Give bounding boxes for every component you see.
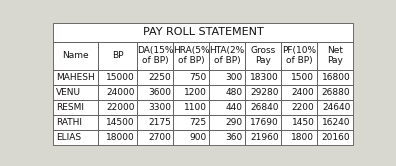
Text: 290: 290 <box>225 118 243 127</box>
Text: Gross
Pay: Gross Pay <box>250 46 276 65</box>
Bar <box>317 42 353 70</box>
Bar <box>99 70 137 85</box>
Text: 21960: 21960 <box>250 133 278 142</box>
Text: 24640: 24640 <box>322 103 350 112</box>
Bar <box>53 100 99 115</box>
Bar <box>281 70 317 85</box>
Bar <box>53 70 99 85</box>
Text: RESMI: RESMI <box>56 103 84 112</box>
Text: MAHESH: MAHESH <box>56 73 95 82</box>
Text: 440: 440 <box>226 103 243 112</box>
Bar <box>317 115 353 130</box>
Bar <box>209 70 245 85</box>
Text: 18300: 18300 <box>250 73 278 82</box>
Bar <box>99 100 137 115</box>
Text: 15000: 15000 <box>106 73 135 82</box>
Bar <box>317 85 353 100</box>
Bar <box>173 42 209 70</box>
Text: 480: 480 <box>225 88 243 97</box>
Bar <box>173 70 209 85</box>
Text: HRA(5%
of BP): HRA(5% of BP) <box>173 46 209 65</box>
Text: PAY ROLL STATEMENT: PAY ROLL STATEMENT <box>143 27 263 37</box>
Text: 26840: 26840 <box>250 103 278 112</box>
Text: 360: 360 <box>225 133 243 142</box>
Bar <box>53 85 99 100</box>
Text: 22000: 22000 <box>107 103 135 112</box>
Text: HTA(2%
of BP): HTA(2% of BP) <box>209 46 245 65</box>
Bar <box>245 70 281 85</box>
Text: 1500: 1500 <box>291 73 314 82</box>
Text: 1100: 1100 <box>184 103 207 112</box>
Text: 17690: 17690 <box>250 118 278 127</box>
Text: Net
Pay: Net Pay <box>327 46 343 65</box>
Bar <box>99 130 137 145</box>
Bar <box>209 100 245 115</box>
Bar <box>53 115 99 130</box>
Text: 750: 750 <box>189 73 207 82</box>
Text: 24000: 24000 <box>107 88 135 97</box>
Bar <box>281 115 317 130</box>
Bar <box>137 70 173 85</box>
Bar <box>173 85 209 100</box>
Text: 16240: 16240 <box>322 118 350 127</box>
Text: 2700: 2700 <box>148 133 171 142</box>
Text: 20160: 20160 <box>322 133 350 142</box>
Text: 900: 900 <box>189 133 207 142</box>
Bar <box>209 85 245 100</box>
Bar <box>245 42 281 70</box>
Bar <box>53 130 99 145</box>
Bar <box>99 42 137 70</box>
Text: 2175: 2175 <box>148 118 171 127</box>
Text: 26880: 26880 <box>322 88 350 97</box>
Bar <box>137 85 173 100</box>
Bar <box>137 100 173 115</box>
Bar <box>173 115 209 130</box>
Bar <box>137 130 173 145</box>
Bar <box>317 100 353 115</box>
Bar <box>245 115 281 130</box>
Text: 3300: 3300 <box>148 103 171 112</box>
Text: ELIAS: ELIAS <box>56 133 81 142</box>
Text: DA(15%
of BP): DA(15% of BP) <box>137 46 173 65</box>
Text: 1450: 1450 <box>291 118 314 127</box>
Bar <box>173 100 209 115</box>
Text: 300: 300 <box>225 73 243 82</box>
Bar <box>245 130 281 145</box>
Bar <box>137 42 173 70</box>
Text: 14500: 14500 <box>107 118 135 127</box>
Bar <box>53 23 353 42</box>
Bar <box>209 42 245 70</box>
Text: 3600: 3600 <box>148 88 171 97</box>
Bar <box>317 70 353 85</box>
Bar <box>173 130 209 145</box>
Text: 29280: 29280 <box>250 88 278 97</box>
Bar <box>281 85 317 100</box>
Text: 1800: 1800 <box>291 133 314 142</box>
Text: 2200: 2200 <box>291 103 314 112</box>
Text: 16800: 16800 <box>322 73 350 82</box>
Bar <box>53 42 99 70</box>
Bar <box>209 130 245 145</box>
Bar <box>281 100 317 115</box>
Bar <box>137 115 173 130</box>
Text: RATHI: RATHI <box>56 118 82 127</box>
Bar <box>99 85 137 100</box>
Bar <box>245 100 281 115</box>
Bar <box>99 115 137 130</box>
Bar <box>209 115 245 130</box>
Text: 18000: 18000 <box>106 133 135 142</box>
Text: Name: Name <box>63 51 89 60</box>
Bar <box>245 85 281 100</box>
Bar <box>281 130 317 145</box>
Text: 2400: 2400 <box>291 88 314 97</box>
Bar <box>281 42 317 70</box>
Text: VENU: VENU <box>56 88 81 97</box>
Text: 2250: 2250 <box>148 73 171 82</box>
Bar <box>317 130 353 145</box>
Text: 725: 725 <box>190 118 207 127</box>
Text: PF(10%
of BP): PF(10% of BP) <box>282 46 316 65</box>
Text: 1200: 1200 <box>184 88 207 97</box>
Text: BP: BP <box>112 51 124 60</box>
